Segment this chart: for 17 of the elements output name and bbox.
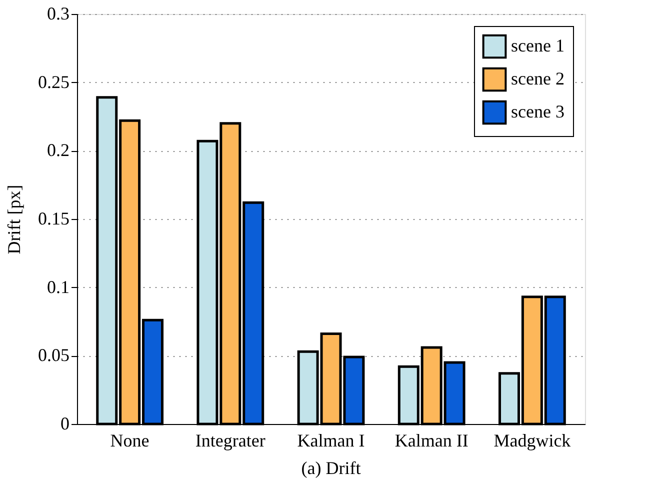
legend-label: scene 2 <box>511 68 564 88</box>
y-tick-label: 0.2 <box>47 140 70 160</box>
text: (a) Drift <box>301 458 361 478</box>
x-tick-label: None <box>110 430 150 450</box>
x-tick-label: Kalman I <box>297 430 365 450</box>
x-tick-label: Madgwick <box>494 430 571 450</box>
legend-label: scene 1 <box>511 36 564 56</box>
y-axis-title: Drift [px] <box>4 184 24 254</box>
y-tick-label: 0.3 <box>47 4 70 24</box>
y-tick-label: 0.05 <box>38 345 70 366</box>
x-tick-label: Kalman II <box>394 430 468 450</box>
y-tick-label: 0.1 <box>47 276 70 297</box>
x-tick-label: Integrater <box>195 430 266 450</box>
y-tick-label: 0 <box>60 414 70 434</box>
legend-label: scene 3 <box>511 102 564 122</box>
y-tick-label: 0.15 <box>38 208 70 228</box>
y-tick-label: 0.25 <box>38 72 70 92</box>
